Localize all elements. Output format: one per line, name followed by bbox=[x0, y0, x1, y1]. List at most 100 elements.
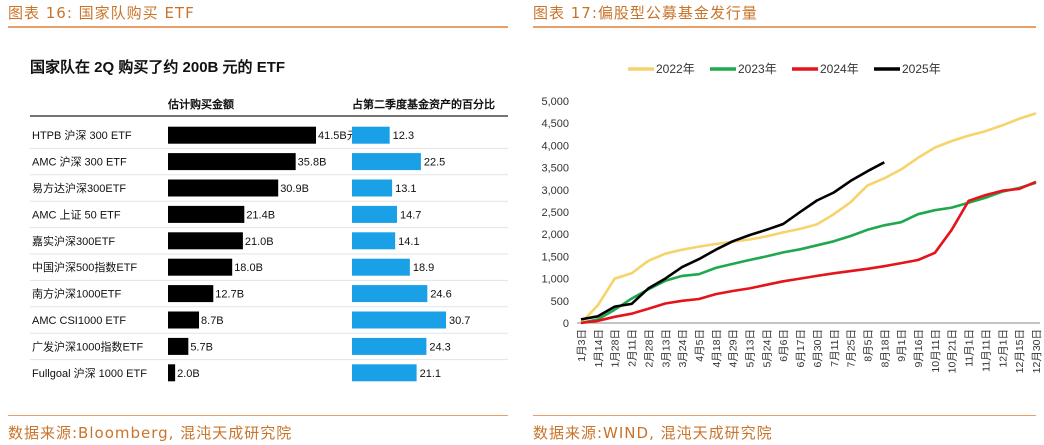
category-label: 广发沪深1000指数ETF bbox=[32, 339, 144, 353]
percent-label: 30.7 bbox=[449, 315, 470, 327]
right-footer-rule bbox=[533, 415, 1036, 416]
x-tick-label: 10月21日 bbox=[947, 329, 959, 373]
amount-bar bbox=[168, 258, 233, 276]
x-tick-label: 4月29日 bbox=[728, 329, 740, 368]
left-header-rule bbox=[8, 26, 508, 28]
column-header-percent: 占第二季度基金资产的百分比 bbox=[352, 97, 495, 111]
column-header-amount: 估计购买金额 bbox=[167, 97, 234, 111]
series-line-2022年 bbox=[580, 112, 1037, 324]
category-label: HTPB 沪深 300 ETF bbox=[32, 128, 132, 142]
y-tick-label: 1,000 bbox=[541, 274, 569, 286]
percent-label: 22.5 bbox=[424, 157, 445, 169]
fund-issuance-line-chart: 2022年 2023年 2024年 2025年 0 500 1,000 1,500 2,000… bbox=[541, 62, 1043, 373]
category-label: AMC 沪深 300 ETF bbox=[32, 155, 127, 169]
x-tick-label: 12月1日 bbox=[997, 329, 1009, 368]
amount-label: 2.0B bbox=[177, 368, 200, 380]
x-tick-label: 3月24日 bbox=[677, 329, 689, 368]
y-tick-label: 1,500 bbox=[541, 251, 569, 263]
x-tick-label: 12月15日 bbox=[1014, 329, 1026, 373]
amount-label: 41.5B元 bbox=[318, 130, 358, 142]
amount-label: 21.0B bbox=[245, 236, 274, 248]
legend-label: 2025年 bbox=[902, 62, 941, 76]
x-tick-label: 12月30日 bbox=[1031, 329, 1043, 373]
series-line-2025年 bbox=[580, 161, 885, 321]
category-label: 嘉实沪深300ETF bbox=[32, 234, 115, 248]
amount-bar bbox=[168, 232, 243, 250]
percent-bar bbox=[352, 153, 421, 171]
category-label: 南方沪深1000ETF bbox=[32, 287, 122, 301]
right-header-rule bbox=[533, 26, 1036, 28]
amount-bar bbox=[168, 205, 245, 223]
series-line-2023年 bbox=[580, 181, 1037, 325]
category-label: 易方达沪深300ETF bbox=[32, 181, 126, 195]
y-tick-label: 5,000 bbox=[541, 96, 569, 108]
right-source-note: 数据来源:WIND, 混沌天成研究院 bbox=[533, 424, 773, 442]
percent-label: 13.1 bbox=[395, 183, 416, 195]
x-tick-label: 5月13日 bbox=[745, 329, 757, 368]
percent-bar bbox=[352, 258, 410, 276]
x-tick-label: 4月18日 bbox=[711, 329, 723, 368]
amount-bar bbox=[168, 337, 189, 355]
category-label: 中国沪深500指数ETF bbox=[32, 260, 137, 274]
etf-purchase-bar-chart: 国家队在 2Q 购买了约 200B 元的 ETF 估计购买金额 占第二季度基金资… bbox=[30, 58, 508, 382]
bar-chart-title: 国家队在 2Q 购买了约 200B 元的 ETF bbox=[30, 58, 285, 76]
amount-label: 30.9B bbox=[280, 183, 309, 195]
amount-bar bbox=[168, 285, 214, 303]
amount-label: 18.0B bbox=[234, 262, 263, 274]
x-tick-label: 1月3日 bbox=[576, 329, 588, 362]
x-tick-label: 11月1日 bbox=[964, 329, 976, 367]
y-tick-label: 3,000 bbox=[541, 185, 569, 197]
y-tick-label: 2,500 bbox=[541, 207, 569, 219]
percent-bar bbox=[352, 205, 398, 223]
y-tick-label: 0 bbox=[563, 318, 569, 330]
amount-bar bbox=[168, 126, 316, 144]
x-tick-label: 1月14日 bbox=[593, 329, 605, 368]
percent-bar bbox=[352, 232, 396, 250]
x-tick-label: 10月11日 bbox=[930, 329, 942, 373]
amount-bar bbox=[168, 153, 296, 171]
amount-label: 12.7B bbox=[215, 289, 244, 301]
y-tick-label: 4,000 bbox=[541, 140, 569, 152]
legend-label: 2022年 bbox=[656, 62, 695, 76]
amount-bar bbox=[168, 364, 176, 382]
x-tick-label: 9月1日 bbox=[896, 329, 908, 362]
percent-label: 14.7 bbox=[400, 209, 421, 221]
percent-label: 24.3 bbox=[429, 341, 450, 353]
y-tick-label: 500 bbox=[551, 296, 569, 308]
x-tick-label: 8月18日 bbox=[879, 329, 891, 368]
percent-bar bbox=[352, 285, 428, 303]
left-figure-header: 图表 16: 国家队购买 ETF bbox=[8, 4, 195, 22]
percent-label: 21.1 bbox=[420, 368, 441, 380]
left-footer-rule bbox=[8, 415, 508, 416]
x-tick-label: 1月28日 bbox=[610, 329, 622, 368]
percent-label: 18.9 bbox=[413, 262, 434, 274]
percent-bar bbox=[352, 179, 393, 197]
category-label: AMC CSI1000 ETF bbox=[32, 315, 126, 327]
x-tick-label: 5月24日 bbox=[761, 329, 773, 368]
percent-bar bbox=[352, 311, 446, 329]
amount-label: 5.7B bbox=[190, 341, 213, 353]
amount-label: 35.8B bbox=[298, 157, 327, 169]
category-label: AMC 上证 50 ETF bbox=[32, 208, 121, 221]
amount-label: 21.4B bbox=[246, 209, 275, 221]
legend-label: 2024年 bbox=[820, 62, 859, 76]
x-tick-label: 7月11日 bbox=[829, 329, 841, 367]
x-tick-label: 6月30日 bbox=[812, 329, 824, 368]
percent-bar bbox=[352, 364, 417, 382]
amount-bar bbox=[168, 179, 279, 197]
percent-label: 24.6 bbox=[430, 289, 451, 301]
category-label: Fullgoal 沪深 1000 ETF bbox=[32, 366, 147, 380]
amount-label: 8.7B bbox=[201, 315, 224, 327]
x-tick-label: 2月11日 bbox=[627, 329, 639, 367]
x-tick-label: 7月25日 bbox=[846, 329, 858, 368]
y-tick-label: 3,500 bbox=[541, 163, 569, 175]
percent-label: 14.1 bbox=[398, 236, 419, 248]
x-tick-label: 11月11日 bbox=[980, 329, 992, 372]
percent-bar bbox=[352, 337, 427, 355]
percent-bar bbox=[352, 126, 390, 144]
left-source-note: 数据来源:Bloomberg, 混沌天成研究院 bbox=[8, 424, 293, 442]
x-tick-label: 2月28日 bbox=[643, 329, 655, 368]
x-tick-label: 9月16日 bbox=[913, 329, 925, 368]
x-tick-label: 6月6日 bbox=[778, 329, 790, 362]
right-figure-header: 图表 17:偏股型公募基金发行量 bbox=[533, 4, 758, 22]
